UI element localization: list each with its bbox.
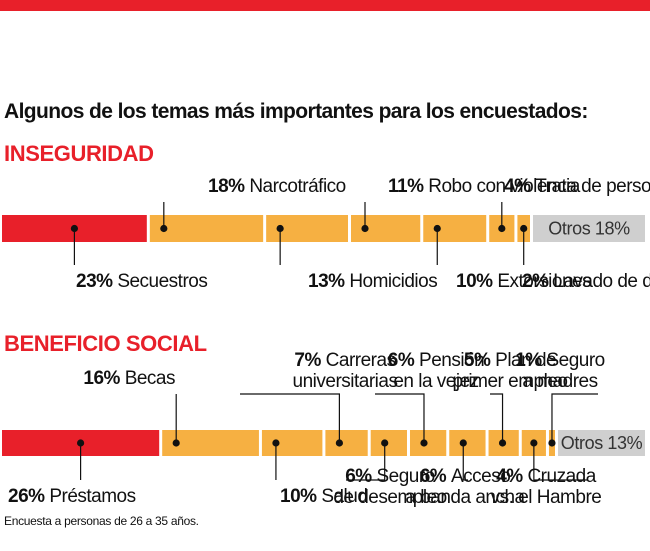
bar-segment-seguro-de-desempleo [370, 430, 407, 456]
data-label-robo-con-violencia: 11% Robo con violencia [388, 176, 581, 197]
data-label-narcotrafico: 18% Narcotráfico [208, 176, 346, 197]
data-label-salud: 10% Salud [280, 486, 367, 507]
data-label-extorsiones: 10% Extorsiones [456, 271, 591, 292]
data-label-acceso-a-banda-ancha: 6% Acceso a banda ancha [405, 466, 525, 508]
data-label-pension-en-la-vejez: 6% Pensión en la vejez [388, 350, 484, 392]
data-label-otros: Otros 13% [561, 433, 643, 453]
bar-segment-pension-en-la-vejez [409, 430, 447, 456]
leader-line-cruzada-vs-el-hambre [533, 443, 588, 481]
data-label-becas: 16% Becas [83, 368, 175, 389]
page-heading: Algunos de los temas más importantes par… [4, 100, 588, 123]
bar-segment-carreras-universitarias [325, 430, 368, 456]
data-label-seguro-de-desempleo: 6% Seguro de desempleo [333, 466, 446, 508]
bar-segment-otros [558, 430, 645, 456]
leader-line-acceso-a-banda-ancha [462, 443, 468, 481]
leader-line-seguro-de-desempleo [346, 443, 386, 481]
bar-group-beneficio-social: 26% Préstamos 16% Becas 10% Salud 7% Carrer… [2, 350, 645, 508]
leader-line-pension-en-la-vejez [375, 393, 425, 443]
data-label-otros: Otros 18% [548, 219, 630, 239]
chart-title-inseguridad: INSEGURIDAD [4, 141, 154, 166]
data-label-secuestros: 23% Secuestros [76, 271, 207, 292]
leader-line-seguro-a-madres [551, 393, 598, 443]
bar-segment-salud [261, 430, 323, 456]
data-label-lavado-de-dinero: 2% Lavado de dinero [522, 271, 650, 292]
data-label-carreras-universitarias: 7% Carreras universitarias [293, 350, 398, 392]
bar-segment-robo-con-violencia [351, 215, 421, 242]
top-rule [0, 0, 650, 11]
bar-segment-extorsiones [423, 215, 487, 242]
leader-line-carreras-universitarias [240, 393, 340, 443]
footnote: Encuesta a personas de 26 a 35 años. [4, 514, 199, 528]
data-label-plan-de-primer-empleo: 5% Plan de primer empleo [453, 350, 568, 392]
bar-segment-acceso-a-banda-ancha [449, 430, 486, 456]
data-label-cruzada-vs-el-hambre: 4% Cruzada vs. el Hambre [491, 466, 602, 508]
bar-group-inseguridad: 23% Secuestros 18% Narcotráfico 13% Homici… [2, 176, 650, 292]
data-label-prestamos: 26% Préstamos [8, 486, 136, 507]
chart-title-beneficio-social: BENEFICIO SOCIAL [4, 331, 207, 356]
data-label-seguro-a-madres: 1% Seguro a madres [515, 350, 605, 392]
data-label-trata-de-personas: 4% Trata de personas [504, 176, 650, 197]
bar-segment-narcotrafico [149, 215, 264, 242]
leader-line-plan-de-primer-empleo [490, 393, 504, 443]
bar-segment-otros [533, 215, 645, 242]
data-label-homicidios: 13% Homicidios [308, 271, 437, 292]
